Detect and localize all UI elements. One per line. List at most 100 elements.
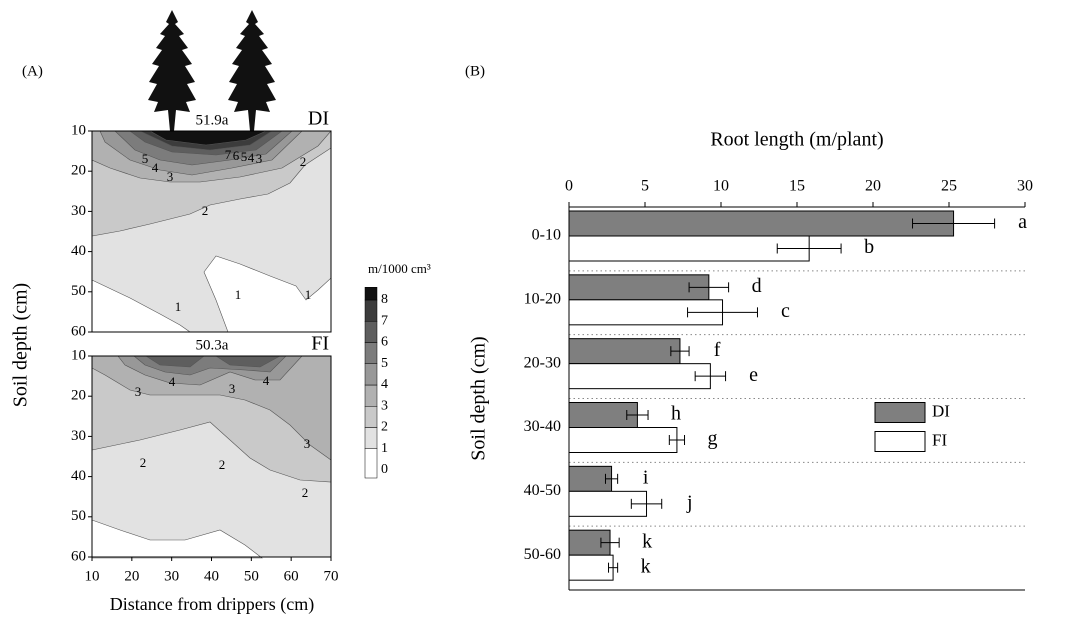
- contour-label: 1: [235, 287, 242, 302]
- significance-letter: c: [781, 300, 790, 322]
- y-tick-label: 20: [71, 388, 86, 404]
- bar: [568, 554, 614, 581]
- colorbar-swatch: [364, 406, 378, 428]
- colorbar-title: m/1000 cm³: [368, 261, 431, 276]
- contour-label: 4: [263, 373, 270, 388]
- bar: [568, 363, 711, 390]
- y-tick-label: 20: [71, 163, 86, 179]
- subplot-title: FI: [311, 333, 329, 355]
- colorbar-label: 7: [381, 313, 388, 328]
- contour-label: 7: [225, 147, 232, 162]
- significance-letter: h: [671, 403, 681, 425]
- bar: [568, 274, 710, 301]
- contour-label: 5: [142, 151, 149, 166]
- contour-label: 3: [167, 169, 174, 184]
- significance-letter: k: [642, 530, 652, 552]
- x-axis-title: Distance from drippers (cm): [110, 594, 314, 615]
- contour-label: 2: [302, 485, 309, 500]
- colorbar-swatch: [364, 287, 378, 301]
- bar: [568, 402, 638, 428]
- colorbar-label: 3: [381, 398, 388, 413]
- x-tick-label: 20: [124, 568, 139, 584]
- x-tick-label: 0: [565, 178, 573, 195]
- significance-letter: g: [708, 428, 718, 450]
- y-tick-label: 30-40: [524, 418, 561, 435]
- colorbar-swatch: [364, 363, 378, 386]
- contour-label: 1: [175, 299, 182, 314]
- contour-label: 4: [169, 374, 176, 389]
- colorbar-label: 0: [381, 462, 388, 477]
- y-tick-label: 40-50: [524, 482, 561, 499]
- contour-label: 2: [219, 457, 226, 472]
- contour-label: 3: [256, 151, 263, 166]
- contour-label: 3: [135, 384, 142, 399]
- x-tick-label: 15: [789, 178, 805, 195]
- x-tick-label: 5: [641, 178, 649, 195]
- legend-swatch: [874, 431, 926, 452]
- contour-label: 5: [241, 149, 248, 164]
- colorbar-swatch: [364, 321, 378, 343]
- bar: [568, 210, 955, 237]
- y-tick-label: 10: [71, 347, 86, 363]
- contour-band: [91, 355, 332, 461]
- annotation: 50.3a: [196, 337, 229, 353]
- colorbar-swatch: [364, 384, 378, 407]
- significance-letter: e: [749, 364, 758, 386]
- bar: [568, 490, 648, 517]
- x-tick-label: 30: [164, 568, 179, 584]
- bar: [568, 338, 681, 365]
- significance-letter: b: [864, 236, 874, 258]
- significance-letter: a: [1018, 211, 1027, 233]
- panel-label: (B): [465, 63, 485, 79]
- panel-label: (A): [22, 63, 43, 79]
- legend-swatch: [874, 402, 926, 423]
- contour-label: 4: [152, 160, 159, 175]
- x-tick-label: 50: [244, 568, 259, 584]
- tree: [148, 10, 196, 131]
- x-tick-label: 10: [85, 568, 100, 584]
- y-tick-label: 40: [71, 243, 86, 259]
- y-tick-label: 50: [71, 283, 86, 299]
- colorbar-swatch: [364, 342, 378, 364]
- x-tick-label: 25: [941, 178, 957, 195]
- x-axis-title: Root length (m/plant): [710, 129, 883, 151]
- colorbar-label: 1: [381, 441, 388, 456]
- y-axis-title: Soil depth (cm): [468, 336, 490, 460]
- colorbar-swatch: [364, 448, 378, 479]
- y-tick-label: 40: [71, 468, 86, 484]
- contour-label: 2: [140, 455, 147, 470]
- contour-label: 2: [202, 203, 209, 218]
- y-tick-label: 20-30: [524, 354, 561, 371]
- annotation: 51.9a: [196, 112, 229, 128]
- colorbar-label: 6: [381, 335, 388, 350]
- significance-letter: i: [643, 466, 649, 488]
- y-tick-label: 30: [71, 203, 86, 219]
- bar: [568, 465, 613, 492]
- x-tick-label: 60: [284, 568, 299, 584]
- contour-label: 2: [300, 154, 307, 169]
- contour-label: 3: [304, 436, 311, 451]
- x-tick-label: 30: [1017, 178, 1033, 195]
- x-tick-label: 20: [865, 178, 881, 195]
- y-tick-label: 60: [71, 323, 86, 339]
- contour-label: 4: [248, 150, 255, 165]
- y-tick-label: 50-60: [524, 546, 561, 563]
- x-tick-label: 40: [204, 568, 219, 584]
- y-tick-label: 50: [71, 508, 86, 524]
- y-tick-label: 0-10: [532, 227, 561, 244]
- colorbar-swatch: [364, 427, 378, 449]
- x-tick-label: 70: [324, 568, 339, 584]
- significance-letter: f: [714, 339, 721, 361]
- legend-label: DI: [932, 401, 950, 420]
- bar: [568, 427, 678, 453]
- significance-letter: k: [641, 555, 651, 577]
- y-tick-label: 10-20: [524, 291, 561, 308]
- colorbar-label: 2: [381, 420, 388, 435]
- x-tick-label: 10: [713, 178, 729, 195]
- y-tick-label: 10: [71, 122, 86, 138]
- trees: [148, 10, 276, 131]
- bar: [568, 235, 810, 262]
- subplot-title: DI: [308, 108, 329, 130]
- contour-label: 6: [233, 148, 240, 163]
